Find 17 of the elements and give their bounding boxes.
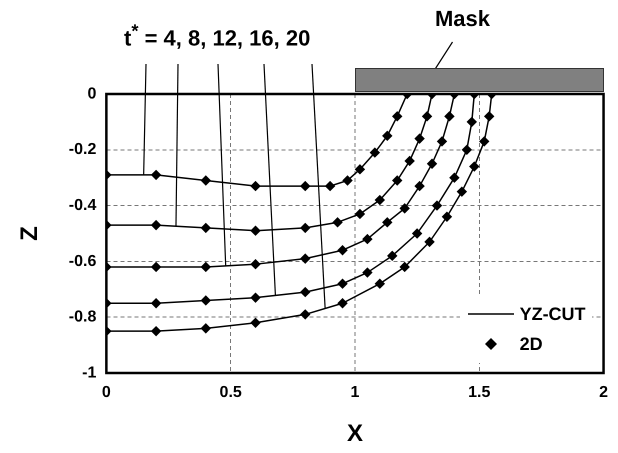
x-tick-label: 0.5 <box>220 384 242 402</box>
x-tick-label: 2 <box>599 384 608 402</box>
y-axis-title: Z <box>16 226 44 241</box>
y-tick-label: -0.2 <box>68 141 96 158</box>
x-tick-label: 1.5 <box>468 384 490 402</box>
text: Mask <box>434 6 490 31</box>
y-tick-label: -1 <box>82 364 96 382</box>
y-tick-label: -0.6 <box>68 252 96 270</box>
x-tick-label: 0 <box>102 384 111 402</box>
x-axis-title: X <box>346 420 363 448</box>
y-tick-label: 0 <box>87 85 96 102</box>
annotation: t$^{*}$ = 4, 8, 12, 16, 20 <box>124 20 310 50</box>
y-tick-label: -0.8 <box>68 308 96 326</box>
x-tick-label: 1 <box>350 384 360 402</box>
legend-label: YZ-CUT <box>520 304 586 324</box>
legend-label: 2D <box>520 334 543 354</box>
y-tick-label: -0.4 <box>68 197 96 214</box>
